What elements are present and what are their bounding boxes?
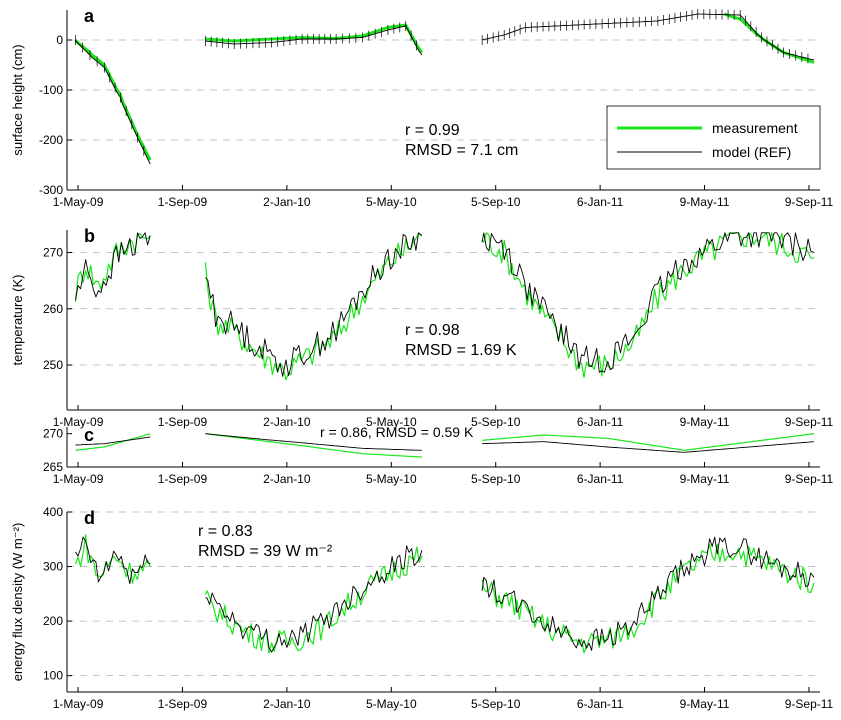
y-tick-label: 250 bbox=[43, 358, 63, 372]
model-line bbox=[75, 232, 151, 301]
y-tick-label: -200 bbox=[39, 133, 63, 147]
x-tick-label: 9-Sep-11 bbox=[785, 472, 834, 486]
x-tick-label: 9-May-11 bbox=[680, 472, 730, 486]
legend-box bbox=[606, 105, 821, 170]
x-tick-label: 5-May-10 bbox=[366, 195, 417, 209]
y-tick-label: 270 bbox=[43, 427, 63, 441]
annotation-text: RMSD = 39 W m⁻² bbox=[198, 543, 333, 560]
measurement-line bbox=[204, 546, 423, 654]
y-tick-label: 270 bbox=[43, 246, 63, 260]
y-tick-label: 200 bbox=[43, 614, 63, 628]
x-tick-label: 6-Jan-11 bbox=[577, 472, 624, 486]
x-tick-label: 5-Sep-10 bbox=[471, 472, 521, 486]
x-tick-label: 9-Sep-11 bbox=[785, 195, 834, 209]
measurement-line bbox=[481, 543, 815, 654]
x-tick-label: 6-Jan-11 bbox=[577, 697, 624, 711]
x-tick-label: 9-May-11 bbox=[680, 697, 730, 711]
model-line bbox=[75, 39, 151, 165]
x-tick-label: 1-May-09 bbox=[53, 697, 104, 711]
annotation-text: r = 0.83 bbox=[198, 523, 253, 540]
y-tick-label: 265 bbox=[43, 460, 63, 474]
x-tick-label: 6-Jan-11 bbox=[577, 195, 624, 209]
legend-measurement-label: measurement bbox=[712, 120, 798, 136]
measurement-line bbox=[74, 534, 151, 584]
x-tick-label: 1-Sep-09 bbox=[158, 472, 208, 486]
measurement-line bbox=[204, 232, 423, 381]
model-line bbox=[75, 536, 151, 585]
x-tick-label: 5-May-10 bbox=[366, 415, 417, 429]
legend-model-label: model (REF) bbox=[712, 144, 791, 160]
y-tick-label: 0 bbox=[56, 33, 63, 47]
x-tick-label: 1-May-09 bbox=[53, 415, 104, 429]
annotation-text: r = 0.86, RMSD = 0.59 K bbox=[320, 424, 474, 440]
x-tick-label: 5-May-10 bbox=[366, 472, 417, 486]
x-tick-label: 5-May-10 bbox=[366, 697, 417, 711]
model-line bbox=[205, 545, 423, 653]
x-tick-label: 5-Sep-10 bbox=[471, 697, 521, 711]
y-tick-label: -100 bbox=[39, 83, 63, 97]
y-tick-label: -300 bbox=[39, 183, 63, 197]
y-axis-label: energy flux density (W m⁻²) bbox=[10, 523, 25, 682]
model-line bbox=[482, 441, 815, 453]
x-tick-label: 9-May-11 bbox=[680, 195, 730, 209]
measurement-line bbox=[482, 433, 815, 451]
x-tick-label: 2-Jan-10 bbox=[263, 697, 311, 711]
x-tick-label: 9-Sep-11 bbox=[785, 415, 834, 429]
x-tick-label: 2-Jan-10 bbox=[263, 415, 311, 429]
x-tick-label: 1-May-09 bbox=[53, 472, 104, 486]
y-axis-label: temperature (K) bbox=[10, 274, 25, 365]
measurement-line bbox=[723, 12, 815, 64]
panel-label: b bbox=[84, 226, 95, 246]
y-tick-label: 260 bbox=[43, 302, 63, 316]
y-tick-label: 100 bbox=[43, 669, 63, 683]
annotation-text: RMSD = 7.1 cm bbox=[405, 142, 518, 159]
annotation-text: RMSD = 1.69 K bbox=[405, 342, 517, 359]
y-tick-label: 400 bbox=[43, 505, 63, 519]
x-tick-label: 1-Sep-09 bbox=[158, 415, 208, 429]
x-tick-label: 5-Sep-10 bbox=[471, 415, 521, 429]
model-line bbox=[481, 232, 815, 373]
annotation-text: r = 0.99 bbox=[405, 122, 460, 139]
x-tick-label: 2-Jan-10 bbox=[263, 195, 311, 209]
x-tick-label: 1-Sep-09 bbox=[158, 697, 208, 711]
measurement-line bbox=[205, 23, 424, 54]
model-line bbox=[205, 25, 423, 56]
y-tick-label: 300 bbox=[43, 560, 63, 574]
model-line bbox=[481, 13, 815, 61]
panel-label: c bbox=[84, 425, 94, 445]
y-axis-label: surface height (cm) bbox=[10, 44, 25, 155]
measurement-line bbox=[75, 433, 151, 451]
x-tick-label: 1-May-09 bbox=[53, 195, 104, 209]
measurement-line bbox=[205, 433, 422, 458]
panel-label: a bbox=[84, 6, 95, 26]
measurement-line bbox=[74, 39, 152, 161]
x-tick-label: 5-Sep-10 bbox=[471, 195, 521, 209]
x-tick-label: 9-May-11 bbox=[680, 415, 730, 429]
model-line bbox=[205, 232, 423, 377]
panel-label: d bbox=[84, 508, 95, 528]
model-line bbox=[205, 433, 422, 451]
x-tick-label: 2-Jan-10 bbox=[263, 472, 311, 486]
x-tick-label: 9-Sep-11 bbox=[785, 697, 834, 711]
model-line bbox=[75, 436, 151, 446]
x-tick-label: 6-Jan-11 bbox=[577, 415, 624, 429]
model-line bbox=[481, 536, 815, 651]
x-tick-label: 1-Sep-09 bbox=[158, 195, 208, 209]
annotation-text: r = 0.98 bbox=[405, 322, 460, 339]
